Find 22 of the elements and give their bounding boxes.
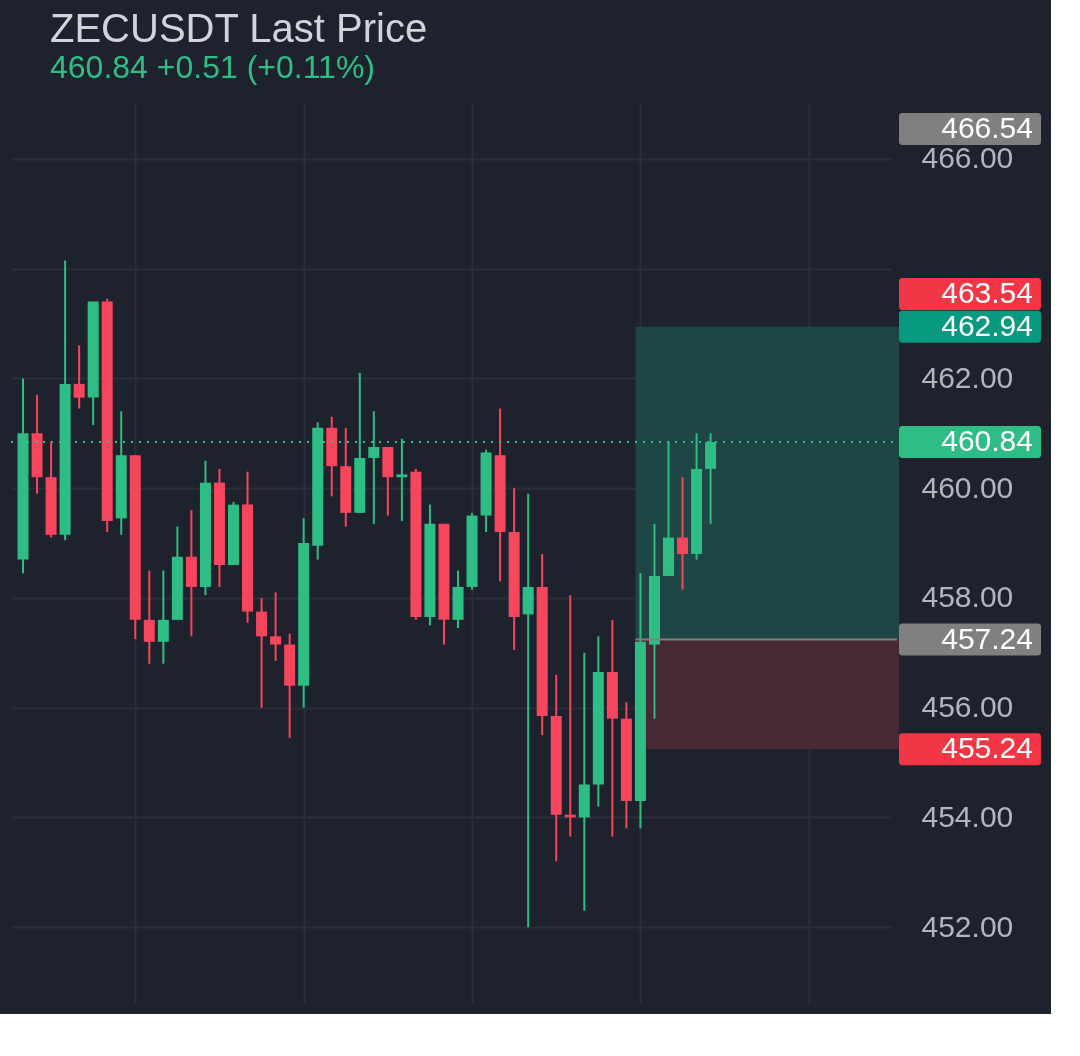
candlestick xyxy=(73,344,85,410)
candlestick xyxy=(578,651,590,912)
candlestick xyxy=(270,591,282,663)
ref-line-label: 460.84 xyxy=(941,424,1033,458)
candlestick xyxy=(143,569,155,665)
chart-subtitle: 460.84 +0.51 (+0.11%) xyxy=(50,49,375,85)
chart-title: ZECUSDT Last Price xyxy=(50,6,428,50)
y-tick-label: 460.00 xyxy=(921,470,1014,504)
y-tick-label: 456.00 xyxy=(921,690,1014,724)
text: 466.54 xyxy=(941,111,1033,144)
text: 463.54 xyxy=(941,276,1033,309)
band-label: 455.24 xyxy=(941,731,1033,765)
band-label: 462.94 xyxy=(941,308,1033,342)
y-tick-label: 452.00 xyxy=(921,909,1014,943)
y-tick-label: 466.00 xyxy=(921,141,1014,175)
y-tick-label: 458.00 xyxy=(921,580,1014,614)
y-tick-label: 454.00 xyxy=(921,799,1014,833)
candlestick xyxy=(522,492,534,929)
ref-line-label: 457.24 xyxy=(941,621,1033,655)
candlestick xyxy=(677,476,689,591)
y-tick-label: 462.00 xyxy=(921,360,1014,394)
candlestick xyxy=(157,569,169,665)
